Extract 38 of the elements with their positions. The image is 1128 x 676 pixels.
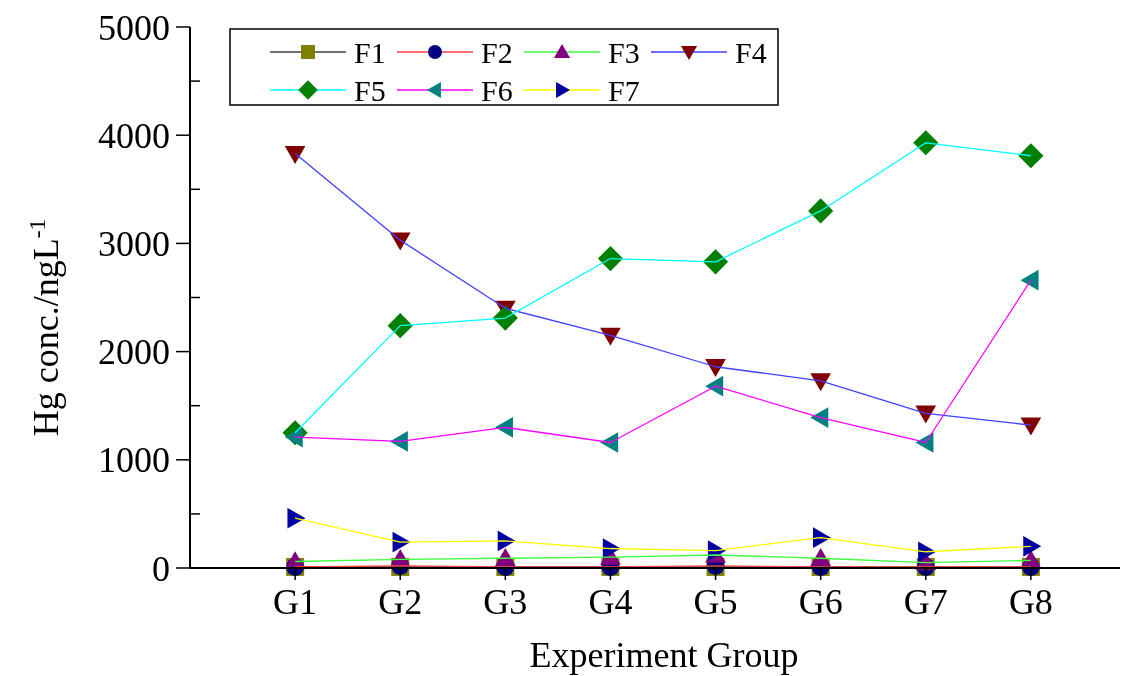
legend-label: F2 [481, 35, 513, 69]
point [810, 547, 832, 566]
point [494, 547, 516, 566]
y-tick-label: 3000 [98, 224, 170, 264]
legend-label: F4 [735, 35, 767, 69]
point [1023, 536, 1042, 557]
x-tick-label: G2 [378, 582, 423, 622]
x-tick-label: G5 [693, 582, 738, 622]
point [387, 313, 413, 339]
point [810, 373, 832, 392]
x-tick-label: G8 [1008, 582, 1053, 622]
x-tick-label: G1 [273, 582, 318, 622]
x-tick-label: G7 [903, 582, 948, 622]
legend-label: F6 [481, 73, 513, 107]
y-tick-label: 0 [152, 548, 170, 589]
point [1020, 269, 1039, 291]
x-tick-label: G4 [588, 582, 633, 622]
legend-label: F7 [608, 73, 640, 107]
point [1018, 143, 1044, 169]
y-tick-label: 2000 [98, 332, 170, 373]
x-tick-label: G3 [483, 582, 528, 622]
legend-label: F1 [354, 35, 386, 69]
point [284, 145, 306, 164]
y-tick-label: 5000 [98, 7, 170, 48]
point [287, 507, 306, 529]
x-tick-label: G6 [798, 582, 843, 622]
legend-label: F5 [354, 73, 386, 107]
y-tick-label: 4000 [98, 115, 170, 156]
point [597, 245, 624, 272]
point [1020, 417, 1042, 436]
point [702, 249, 729, 275]
legend-label: F3 [608, 35, 640, 69]
point [913, 130, 939, 156]
point [808, 198, 834, 224]
x-axis-title: Experiment Group [529, 635, 799, 675]
point [705, 359, 726, 378]
point [284, 426, 303, 448]
y-tick-label: 1000 [98, 440, 170, 481]
